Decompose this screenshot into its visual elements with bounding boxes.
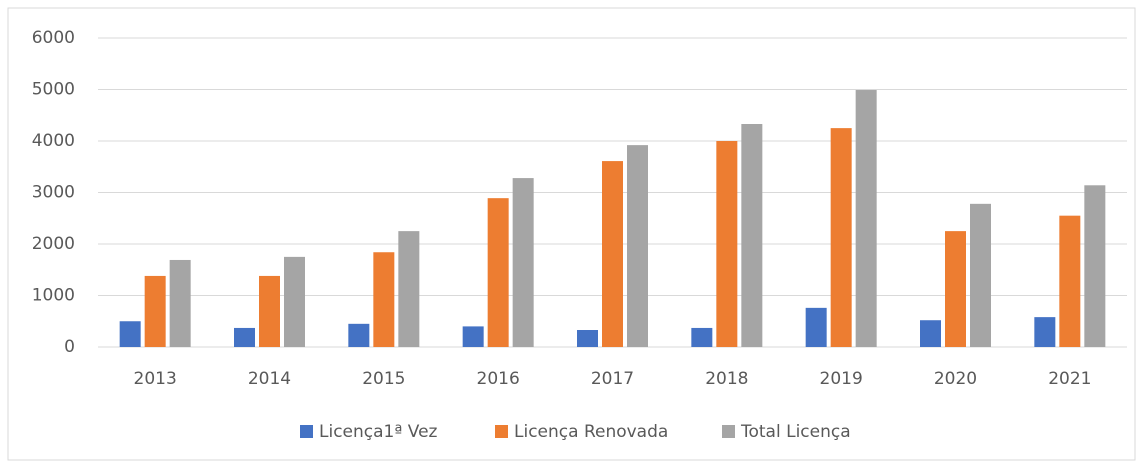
- bar: [691, 327, 713, 347]
- bar: [259, 275, 280, 347]
- bar: [373, 252, 395, 347]
- legend-swatch: [300, 425, 313, 438]
- y-tick-label: 2000: [32, 234, 75, 254]
- bar: [1059, 215, 1081, 347]
- x-tick-label: 2020: [934, 369, 977, 389]
- bar: [855, 90, 877, 347]
- y-tick-label: 1000: [32, 286, 75, 306]
- x-tick-label: 2016: [477, 369, 520, 389]
- bar: [1084, 185, 1106, 347]
- x-tick-label: 2018: [705, 369, 748, 389]
- y-tick-label: 4000: [32, 131, 75, 151]
- x-tick-label: 2014: [248, 369, 291, 389]
- bar: [741, 124, 763, 347]
- y-tick-label: 3000: [32, 183, 75, 203]
- bar: [830, 128, 852, 347]
- bar: [920, 320, 941, 347]
- y-tick-label: 6000: [32, 28, 75, 48]
- legend-label: Total Licença: [740, 422, 851, 442]
- bar: [144, 275, 166, 347]
- bar: [716, 141, 738, 347]
- bar: [487, 198, 509, 347]
- bar: [1034, 317, 1056, 347]
- bar: [348, 323, 370, 347]
- x-tick-label: 2017: [591, 369, 634, 389]
- bar: [462, 326, 484, 347]
- y-tick-label: 5000: [32, 80, 75, 100]
- bar: [945, 231, 966, 347]
- bar: [119, 321, 141, 347]
- bar: [577, 330, 598, 347]
- bar: [234, 327, 255, 347]
- x-tick-label: 2015: [362, 369, 405, 389]
- bar: [805, 307, 827, 347]
- x-tick-label: 2019: [820, 369, 863, 389]
- bar: [169, 259, 191, 347]
- legend-swatch: [495, 425, 508, 438]
- legend-label: Licença1ª Vez: [319, 422, 438, 442]
- legend-label: Licença Renovada: [514, 422, 668, 442]
- x-tick-label: 2021: [1048, 369, 1091, 389]
- bar: [398, 231, 420, 347]
- y-tick-label: 0: [64, 337, 75, 357]
- bar: [970, 203, 991, 347]
- legend-swatch: [722, 425, 735, 438]
- bar: [284, 256, 305, 347]
- x-tick-label: 2013: [134, 369, 177, 389]
- bar: [602, 161, 623, 347]
- bar: [627, 145, 648, 347]
- bar: [512, 178, 534, 347]
